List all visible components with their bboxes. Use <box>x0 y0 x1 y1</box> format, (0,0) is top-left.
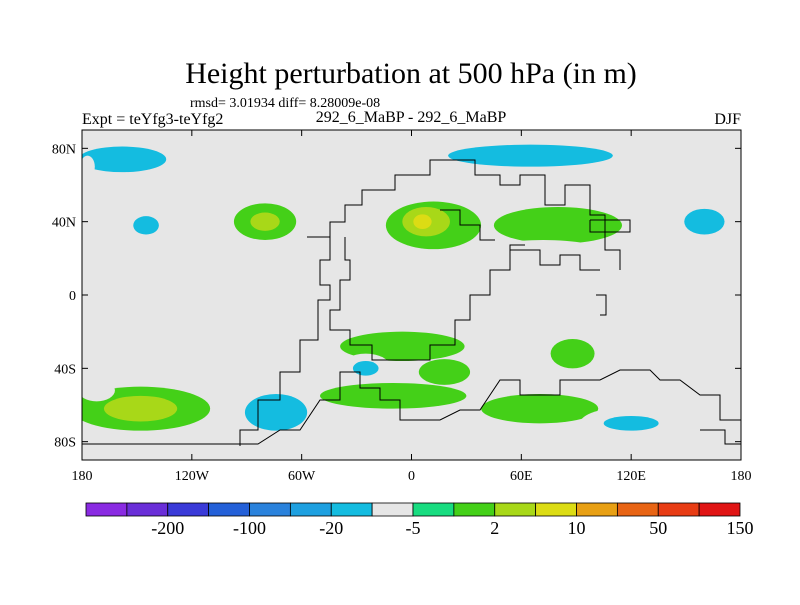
contour-region-24 <box>550 339 595 369</box>
colorbar-swatch-0 <box>85 502 128 517</box>
contour-region-6 <box>82 155 95 178</box>
contour-region-31 <box>365 408 476 439</box>
contour-region-26 <box>103 395 178 422</box>
case-label: 292_6_MaBP - 292_6_MaBP <box>316 109 507 126</box>
colorbar-label-3: -5 <box>406 518 421 538</box>
contour-region-8 <box>133 216 159 235</box>
colorbar-label-0: -200 <box>151 518 184 538</box>
y-tick-label-1: 40N <box>52 216 76 231</box>
coastline-indonesia <box>596 294 607 316</box>
x-tick-label-0: 180 <box>72 469 93 484</box>
contour-region-21 <box>418 359 471 385</box>
contour-region-34 <box>603 416 659 431</box>
colorbar-label-5: 10 <box>568 518 586 538</box>
coastline-tibet <box>589 219 631 233</box>
coastline-new-zealand <box>700 429 741 445</box>
colorbar-swatch-9 <box>453 502 496 517</box>
x-tick-label-5: 120E <box>616 469 646 484</box>
experiment-label: Expt = teYfg3-teYfg2 <box>82 111 223 128</box>
contour-region-14 <box>413 214 432 230</box>
coastline-africa-east <box>395 244 525 361</box>
contour-region-27 <box>82 379 115 402</box>
contour-region-29 <box>244 394 308 431</box>
chart-title: Height perturbation at 500 hPa (in m) <box>185 57 637 90</box>
contour-region-10 <box>250 212 280 231</box>
colorbar-swatch-10 <box>494 502 537 517</box>
y-tick-label-2: 0 <box>69 289 76 304</box>
x-tick-label-1: 120W <box>175 469 210 484</box>
y-tick-label-3: 40S <box>54 362 76 377</box>
coastline-eurasia <box>455 159 621 270</box>
x-tick-label-2: 60W <box>288 469 316 484</box>
season-label: DJF <box>714 111 741 128</box>
x-axis: 180 120W 60W 0 60E 120E 180 <box>72 130 752 484</box>
y-tick-label-4: 80S <box>54 436 76 451</box>
contour-region-1 <box>82 146 167 173</box>
contour-region-35 <box>708 412 741 442</box>
coastline-india <box>510 249 600 271</box>
colorbar-swatch-13 <box>616 502 659 517</box>
contour-region-20 <box>340 331 465 362</box>
stats-line: rmsd= 3.01934 diff= 8.28009e-08 <box>190 96 380 111</box>
contour-region-18 <box>484 240 602 262</box>
colorbar: -200 -100 -20 -5 2 10 50 150 <box>85 502 754 538</box>
contour-region-30 <box>319 383 467 409</box>
contour-fills <box>82 139 741 442</box>
colorbar-swatch-3 <box>208 502 250 517</box>
coastline-north-america <box>307 159 455 238</box>
colorbar-swatch-2 <box>167 502 210 517</box>
contour-region-23 <box>352 361 379 376</box>
colorbar-label-2: -20 <box>319 518 343 538</box>
x-tick-label-3: 0 <box>408 469 415 484</box>
colorbar-swatch-14 <box>657 502 700 517</box>
colorbar-label-1: -100 <box>233 518 266 538</box>
colorbar-swatch-5 <box>289 502 332 517</box>
colorbar-label-7: 150 <box>727 518 754 538</box>
colorbar-swatch-4 <box>249 502 291 517</box>
colorbar-label-6: 50 <box>649 518 667 538</box>
contour-region-5 <box>708 152 741 182</box>
y-axis: 80N 40N 0 40S 80S <box>52 142 741 451</box>
colorbar-swatch-7 <box>371 502 414 517</box>
colorbar-swatch-8 <box>412 502 455 517</box>
contour-region-11 <box>323 199 353 237</box>
colorbar-swatch-1 <box>126 502 169 517</box>
colorbar-swatch-6 <box>330 502 373 517</box>
coastlines <box>82 159 741 446</box>
colorbar-swatch-11 <box>535 502 577 517</box>
colorbar-label-4: 2 <box>490 518 499 538</box>
contour-region-2 <box>310 139 348 169</box>
coastline-south-america <box>239 237 331 446</box>
x-tick-label-4: 60E <box>510 469 533 484</box>
x-tick-label-6: 180 <box>731 469 752 484</box>
contour-region-19 <box>138 324 264 361</box>
colorbar-swatch-15 <box>698 502 741 517</box>
coastline-africa-west <box>329 237 395 361</box>
coastline-caspian <box>440 209 495 241</box>
coastline-antarctica <box>82 369 741 445</box>
plot-area: 180 120W 60W 0 60E 120E 180 80N 40N 0 40S 80S <box>52 129 752 484</box>
y-tick-label-0: 80N <box>52 142 76 157</box>
contour-region-15 <box>493 207 623 244</box>
contour-region-32 <box>481 394 599 424</box>
contour-region-17 <box>684 208 725 235</box>
contour-region-4 <box>448 144 613 167</box>
colorbar-swatch-12 <box>576 502 618 517</box>
